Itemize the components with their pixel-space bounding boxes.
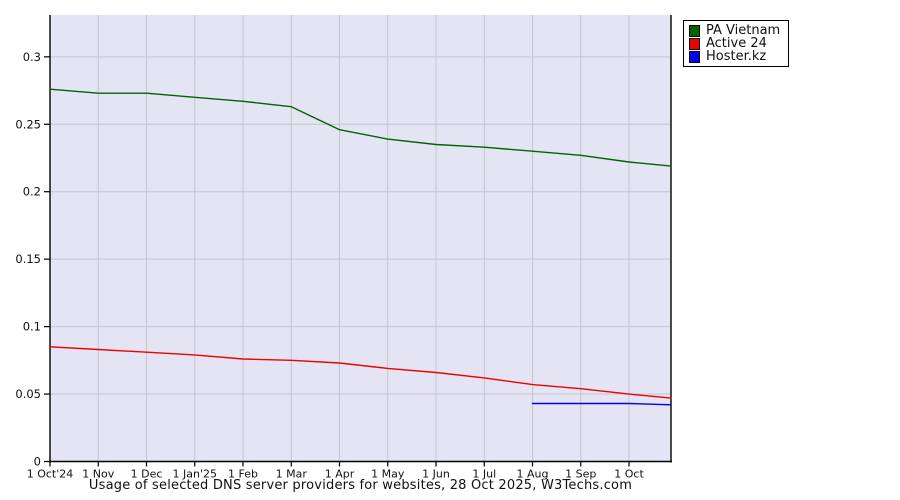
legend-item: PA Vietnam	[689, 24, 780, 37]
y-axis-tick-label: 0.05	[15, 387, 41, 401]
x-axis-tick-label: 1 May	[371, 468, 405, 481]
y-axis-tick-label: 0.15	[15, 252, 41, 266]
legend-item: Active 24	[689, 37, 780, 50]
x-axis-tick-label: 1 Jul	[472, 468, 496, 481]
y-axis-tick-label: 0.3	[23, 50, 41, 64]
x-axis-tick-label: 1 Aug	[517, 468, 549, 481]
legend-swatch-icon	[689, 37, 700, 50]
x-axis-tick-label: 1 Nov	[82, 468, 114, 481]
x-axis-tick-label: 1 Jan'25	[173, 468, 217, 481]
series-line-active-24	[49, 346, 672, 399]
x-axis-tick-label: 1 Dec	[131, 468, 163, 481]
x-axis-tick-label: 1 Apr	[325, 468, 355, 481]
x-axis-tick-label: 1 Feb	[228, 468, 258, 481]
y-axis-tick-label: 0.2	[23, 185, 41, 199]
y-axis-tick-label: 0	[34, 455, 41, 469]
legend-swatch-icon	[689, 24, 700, 37]
legend-label: Hoster.kz	[706, 49, 767, 64]
series-line-hoster-kz	[531, 402, 672, 406]
legend-swatch-icon	[689, 50, 700, 63]
x-axis-tick-label: 1 Oct	[614, 468, 644, 481]
x-axis-tick-label: 1 Jun	[422, 468, 450, 481]
y-axis-tick-label: 0.25	[15, 117, 41, 131]
legend-label: Active 24	[706, 36, 767, 51]
legend: PA Vietnam Active 24 Hoster.kz	[683, 20, 790, 67]
x-axis-tick-label: 1 Sep	[565, 468, 596, 481]
legend-item: Hoster.kz	[689, 50, 780, 63]
series-line-pa-vietnam	[49, 88, 672, 167]
chart-title: Usage of selected DNS server providers f…	[88, 478, 633, 493]
x-axis-tick-label: 1 Mar	[276, 468, 308, 481]
legend-label: PA Vietnam	[706, 23, 781, 38]
y-axis-tick-label: 0.1	[23, 320, 41, 334]
x-axis-tick-label: 1 Oct'24	[27, 468, 74, 481]
